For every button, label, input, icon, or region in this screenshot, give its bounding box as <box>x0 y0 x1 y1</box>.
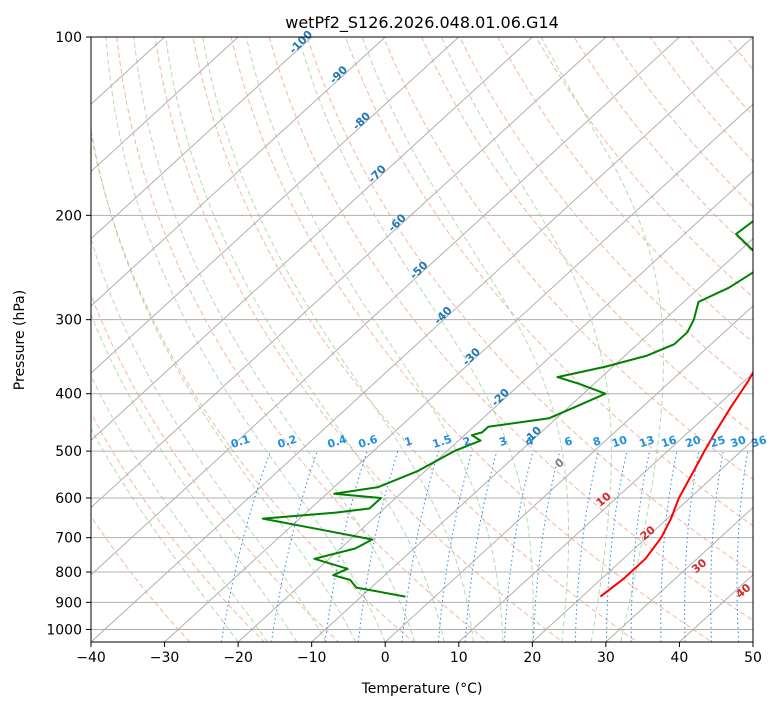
moist-adiabat-line <box>298 37 534 642</box>
mixing-ratio-label: 4 <box>524 434 536 449</box>
mixing-ratio-label: 10 <box>610 433 629 450</box>
isotherm-gridline <box>91 37 680 576</box>
x-tick-label: −20 <box>223 650 253 666</box>
mixing-ratio-label: 0.1 <box>229 433 252 451</box>
mixing-ratio-line <box>401 450 439 642</box>
mixing-ratio-label: 3 <box>497 434 508 449</box>
moist-adiabat-line <box>91 427 239 642</box>
dry-adiabat-line <box>497 37 753 344</box>
mixing-ratio-label: 16 <box>660 433 679 450</box>
y-tick-label: 200 <box>55 208 82 224</box>
mixing-ratio-label: 20 <box>684 433 703 450</box>
x-tick-label: −30 <box>150 650 180 666</box>
dry-adiabat-line <box>91 131 415 642</box>
mixing-ratio-label: 36 <box>750 433 769 450</box>
moist-adiabat-line <box>540 37 664 642</box>
isotherm-gridline <box>91 37 239 173</box>
moist-adiabat-line <box>245 37 504 642</box>
x-tick-label: −10 <box>297 650 327 666</box>
y-tick-label: 700 <box>55 531 82 547</box>
mixing-ratio-label: 0.6 <box>357 432 380 450</box>
mixing-ratio-label: 13 <box>638 433 657 450</box>
y-tick-label: 600 <box>55 491 82 507</box>
isotherm-gridline <box>91 37 460 374</box>
isotherm-gridline <box>458 372 753 642</box>
y-tick-label: 100 <box>55 30 82 46</box>
mixing-ratio-line <box>437 450 473 642</box>
mixing-ratio-line <box>630 450 651 642</box>
mixing-ratio-line <box>357 450 399 642</box>
isotherm-gridline <box>91 37 313 240</box>
y-tick-label: 300 <box>55 313 82 329</box>
y-tick-label: 1000 <box>46 622 82 638</box>
mixing-ratio-label: 0.2 <box>276 433 299 451</box>
x-axis-label: Temperature (°C) <box>361 681 483 697</box>
isotherm-gridline <box>164 103 753 642</box>
isotherm-gridline <box>91 37 607 509</box>
x-tick-label: −40 <box>76 650 106 666</box>
y-tick-label: 900 <box>55 595 82 611</box>
y-axis-ticks: 100 200 300 400 500 600 700 800 900 1000 <box>46 30 91 638</box>
moist-adiabat-line <box>133 37 416 642</box>
mixing-ratio-line <box>660 451 678 642</box>
moist-adiabat-line <box>91 237 327 642</box>
mixing-ratio-line <box>574 450 599 642</box>
mixing-ratio-label: 1.5 <box>431 433 454 451</box>
x-tick-label: 20 <box>523 650 541 666</box>
x-tick-label: 30 <box>597 650 615 666</box>
dry-adiabat-line <box>535 37 753 298</box>
moist-adiabat-line <box>91 374 268 642</box>
x-tick-label: 50 <box>744 650 762 666</box>
mixing-ratio-line <box>271 450 318 642</box>
isotherm-gridline <box>531 439 753 642</box>
mixing-ratio-line <box>464 450 498 642</box>
isotherm-gridline <box>311 237 753 642</box>
mixing-ratio-line <box>503 450 534 642</box>
isotherm-gridline <box>605 506 753 642</box>
x-tick-label: 0 <box>381 650 390 666</box>
x-axis-ticks: −40 −30 −20 −10 0 10 20 30 40 50 <box>76 642 762 666</box>
mixing-ratio-label: 8 <box>591 434 602 449</box>
moist-adiabat-line <box>202 37 474 642</box>
dewpoint-profile-line <box>261 219 753 598</box>
moist-adiabat-line <box>441 37 612 642</box>
mixing-ratio-label: 6 <box>563 434 575 449</box>
sounding-profiles <box>261 219 753 598</box>
moist-adiabat-line <box>91 125 357 642</box>
isotherm-gridline <box>91 37 386 307</box>
mixing-ratio-line <box>532 450 561 642</box>
y-axis-label: Pressure (hPa) <box>12 290 28 390</box>
mixing-ratio-label: 0.4 <box>326 432 349 450</box>
mixing-ratio-line <box>736 451 749 642</box>
dry-adiabat-line <box>344 37 753 527</box>
mixing-ratio-label: 30 <box>729 433 748 450</box>
temperature-profile-line <box>599 370 753 598</box>
isotherm-gridline <box>91 37 753 642</box>
moist-adiabat-line <box>361 37 570 642</box>
dry-adiabat-line <box>91 412 265 642</box>
mixing-ratio-label: 2 <box>461 434 472 449</box>
mixing-ratio-line <box>605 450 628 642</box>
mixing-ratio-line <box>324 450 368 642</box>
y-tick-label: 500 <box>55 444 82 460</box>
mixing-ratio-line <box>710 451 724 642</box>
mixing-ratio-line <box>220 450 271 642</box>
plot-frame <box>90 36 754 643</box>
mixing-ratio-label: 1 <box>403 434 414 449</box>
isotherm-gridline <box>384 305 753 642</box>
moist-adiabat-line <box>91 313 298 642</box>
isotherm-gridline <box>237 170 753 642</box>
dry-adiabat-line <box>421 37 753 435</box>
y-tick-label: 400 <box>55 387 82 403</box>
x-tick-label: 40 <box>671 650 689 666</box>
y-tick-label: 800 <box>55 565 82 581</box>
mixing-ratio-label: 25 <box>709 433 728 450</box>
mixing-ratio-line <box>684 451 700 642</box>
x-tick-label: 10 <box>450 650 468 666</box>
dry-adiabat-line <box>91 515 191 642</box>
isotherm-gridline <box>91 37 533 442</box>
dry-adiabat-line <box>116 37 489 642</box>
chart-title: wetPf2_S126.2026.048.01.06.G14 <box>285 13 559 33</box>
